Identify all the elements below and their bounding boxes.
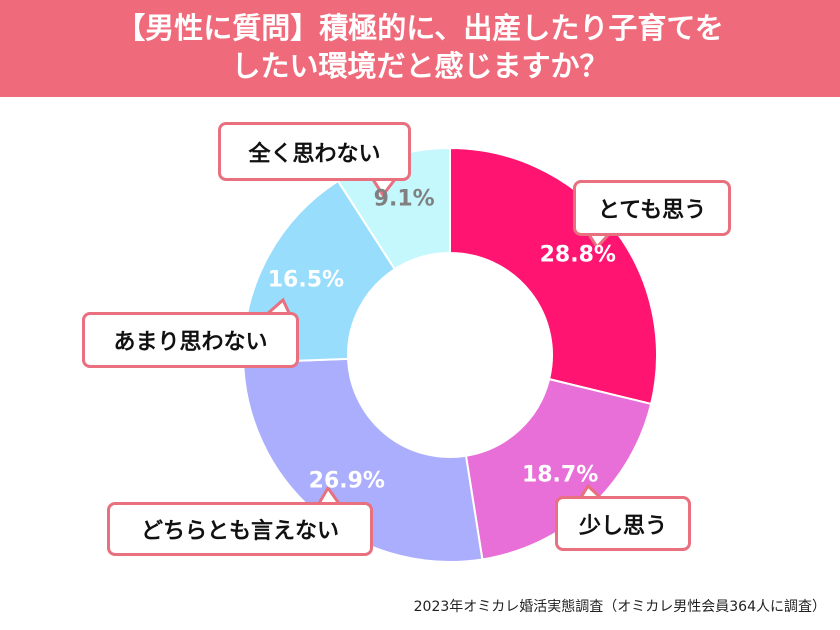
slice-neutral (242, 357, 484, 563)
data-label-very-much: 28.8% (539, 242, 616, 268)
slice-very-much (449, 146, 658, 406)
data-label-neutral: 26.9% (308, 468, 385, 494)
title-line-1: 【男性に質問】積極的に、出産したり子育てを (116, 11, 724, 45)
legend-bubble-somewhat: 少し思う (555, 496, 691, 551)
data-label-not-at-all: 9.1% (373, 186, 435, 212)
legend-bubble-not-at-all: 全く思わない (218, 122, 411, 181)
legend-bubble-neutral: どちらとも言えない (107, 502, 373, 556)
legend-bubble-not-much: あまり思わない (82, 312, 299, 368)
legend-bubble-very-much: とても思う (573, 180, 731, 236)
source-note: 2023年オミカレ婚活実態調査（オミカレ男性会員364人に調査） (413, 599, 826, 615)
title-line-2: したい環境だと感じますか？ (231, 49, 609, 83)
chart-title: 【男性に質問】積極的に、出産したり子育てを したい環境だと感じますか？ (0, 0, 840, 97)
data-label-somewhat: 18.7% (521, 462, 599, 487)
data-label-not-much: 16.5% (267, 267, 345, 293)
slice-somewhat (464, 377, 653, 561)
